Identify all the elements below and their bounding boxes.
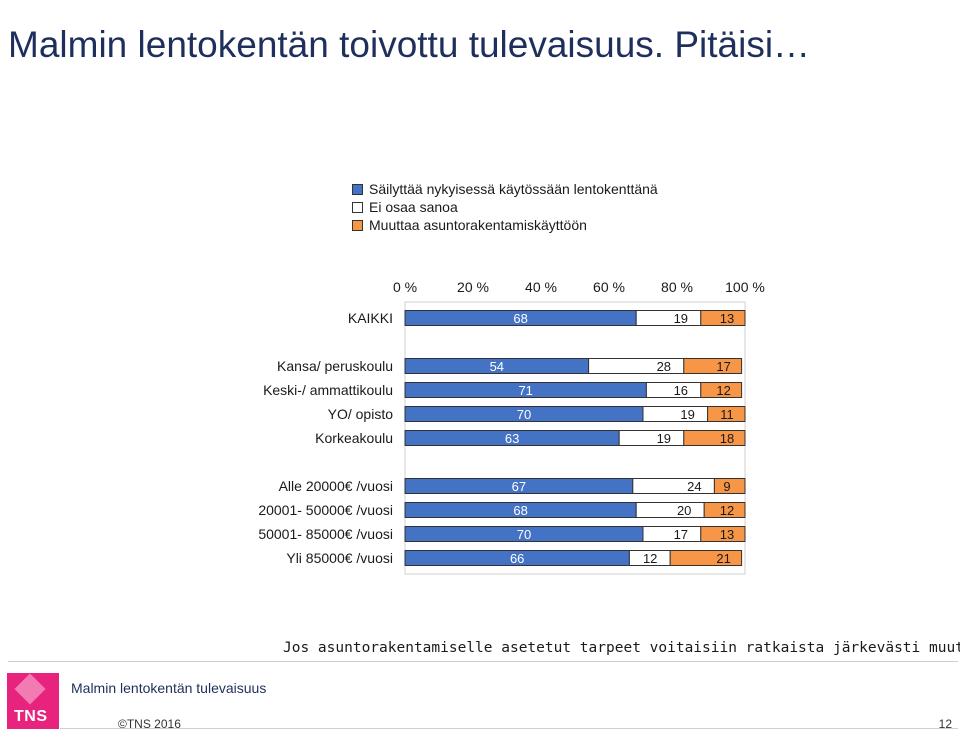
- category-label: 20001- 50000€ /vuosi: [258, 502, 393, 518]
- data-label: 67: [512, 479, 526, 494]
- legend-item-keep: Säilyttää nykyisessä käytössään lentoken…: [352, 180, 658, 198]
- bar-segment: [700, 382, 743, 398]
- data-label: 16: [674, 383, 688, 398]
- data-label: 28: [657, 359, 671, 374]
- bar-segment: [683, 358, 743, 374]
- data-label: 20: [677, 503, 691, 518]
- stacked-bar-chart: 0 % 20 % 40 % 60 % 80 % 100 % KAIKKI 68 19 13 Kans…: [258, 279, 765, 575]
- category-label: Alle 20000€ /vuosi: [279, 478, 393, 494]
- footer-presentation-name: Malmin lentokentän tulevaisuus: [71, 680, 267, 696]
- bar-segment: [683, 430, 746, 446]
- data-label: 68: [513, 503, 527, 518]
- legend-item-dont-know: Ei osaa sanoa: [352, 198, 658, 216]
- legend-label-keep: Säilyttää nykyisessä käytössään lentoken…: [369, 181, 658, 197]
- legend-swatch-dont-know: [352, 201, 363, 213]
- category-label: Korkeakoulu: [315, 430, 393, 446]
- bar-segment: [700, 526, 746, 542]
- data-label: 68: [513, 311, 527, 326]
- data-label: 19: [674, 311, 688, 326]
- tns-logo: TNS: [7, 673, 59, 729]
- legend-label-housing: Muuttaa asuntorakentamiskäyttöön: [369, 217, 587, 233]
- x-tick-label: 80 %: [661, 279, 693, 295]
- x-tick-label: 60 %: [593, 279, 625, 295]
- legend-item-housing: Muuttaa asuntorakentamiskäyttöön: [352, 216, 658, 234]
- bar-segment: [635, 502, 705, 518]
- data-label: 13: [720, 527, 734, 542]
- bar-segment: [635, 310, 702, 326]
- logo-diamond-shape: [14, 673, 46, 705]
- data-label: 12: [643, 551, 657, 566]
- category-label: Kansa/ peruskoulu: [277, 358, 393, 374]
- data-label: 18: [720, 431, 734, 446]
- copyright-text: ©TNS 2016: [118, 717, 181, 731]
- bar-segment: [618, 430, 685, 446]
- x-tick-label: 20 %: [457, 279, 489, 295]
- category-label: KAIKKI: [348, 310, 393, 326]
- bar-segment: [707, 406, 746, 422]
- legend-swatch-housing: [352, 219, 363, 231]
- category-label: YO/ opisto: [328, 406, 394, 422]
- data-label: 13: [720, 311, 734, 326]
- footnote: Jos asuntorakentamiselle asetetut tarpee…: [283, 640, 960, 656]
- category-label: Keski-/ ammattikoulu: [263, 382, 393, 398]
- bar-segment: [669, 550, 743, 566]
- chart-legend: Säilyttää nykyisessä käytössään lentoken…: [352, 180, 658, 234]
- bar-segment: [713, 478, 746, 494]
- data-label: 19: [680, 407, 694, 422]
- data-label: 17: [674, 527, 688, 542]
- bar-segment: [632, 478, 715, 494]
- x-tick-label: 40 %: [525, 279, 557, 295]
- bar-segment: [703, 502, 746, 518]
- x-tick-label: 0 %: [393, 279, 417, 295]
- x-tick-label: 100 %: [725, 279, 765, 295]
- legend-label-dont-know: Ei osaa sanoa: [369, 199, 458, 215]
- footer-divider-bottom: [60, 728, 958, 729]
- bar-segment: [642, 406, 709, 422]
- data-label: 54: [490, 359, 504, 374]
- legend-swatch-keep: [352, 183, 363, 195]
- logo-text: TNS: [14, 708, 48, 725]
- data-label: 66: [510, 551, 524, 566]
- data-label: 71: [518, 383, 532, 398]
- category-label: 50001- 85000€ /vuosi: [258, 526, 393, 542]
- data-label: 21: [716, 551, 730, 566]
- data-label: 9: [723, 479, 730, 494]
- bar-segment: [642, 526, 702, 542]
- footer-divider-top: [8, 661, 958, 662]
- data-label: 17: [716, 359, 730, 374]
- page-number: 12: [938, 717, 952, 731]
- data-label: 63: [505, 431, 519, 446]
- data-label: 70: [517, 527, 531, 542]
- data-label: 11: [720, 407, 734, 422]
- data-label: 70: [517, 407, 531, 422]
- data-label: 19: [657, 431, 671, 446]
- page-title: Malmin lentokentän toivottu tulevaisuus.…: [8, 24, 811, 65]
- data-label: 24: [687, 479, 701, 494]
- bar-segment: [700, 310, 746, 326]
- data-label: 12: [716, 383, 730, 398]
- data-label: 12: [720, 503, 734, 518]
- category-label: Yli 85000€ /vuosi: [286, 550, 393, 566]
